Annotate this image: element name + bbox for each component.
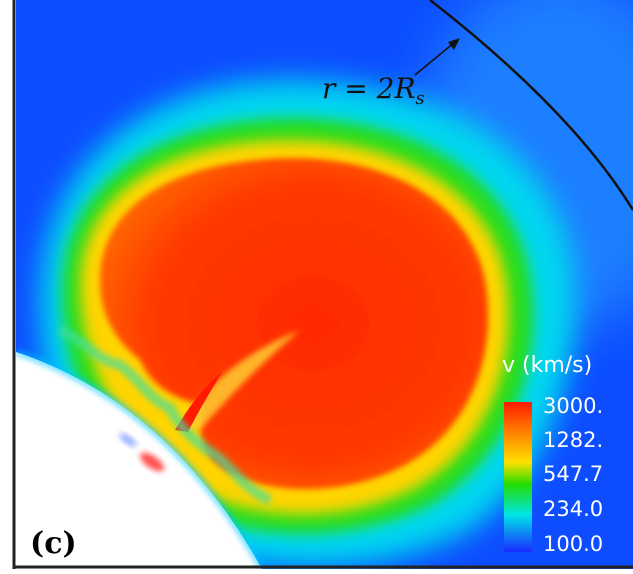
colorbar-tick-0: 3000.: [543, 394, 603, 418]
high-speed-core: [100, 158, 489, 490]
colorbar-tick-3: 234.0: [543, 497, 603, 521]
footpoint-streak: [185, 330, 300, 430]
solar-limb: [16, 349, 265, 569]
panel-label: (c): [30, 526, 77, 561]
colorbar-tick-4: 100.0: [543, 532, 603, 556]
annotation-arrow-line: [414, 41, 456, 76]
solar-disk: [16, 352, 262, 569]
disk-blue-spot: [119, 433, 137, 447]
edge-ripples: [57, 325, 273, 505]
radius-annotation: r = 2Rs: [322, 72, 425, 109]
footpoint-jet: [175, 372, 222, 432]
colorbar-tick-1: 1282.: [543, 428, 603, 452]
arrow-head-icon: [448, 38, 460, 50]
colorbar-title: v (km/s): [502, 353, 592, 378]
disk-red-spot: [140, 452, 164, 472]
colorbar-tick-2: 547.7: [543, 462, 603, 486]
colorbar-gradient: [504, 402, 532, 552]
colorbar: v (km/s) 3000. 1282. 547.7 234.0 100.0: [502, 353, 603, 556]
radius-arc-2Rs: [429, 0, 633, 211]
